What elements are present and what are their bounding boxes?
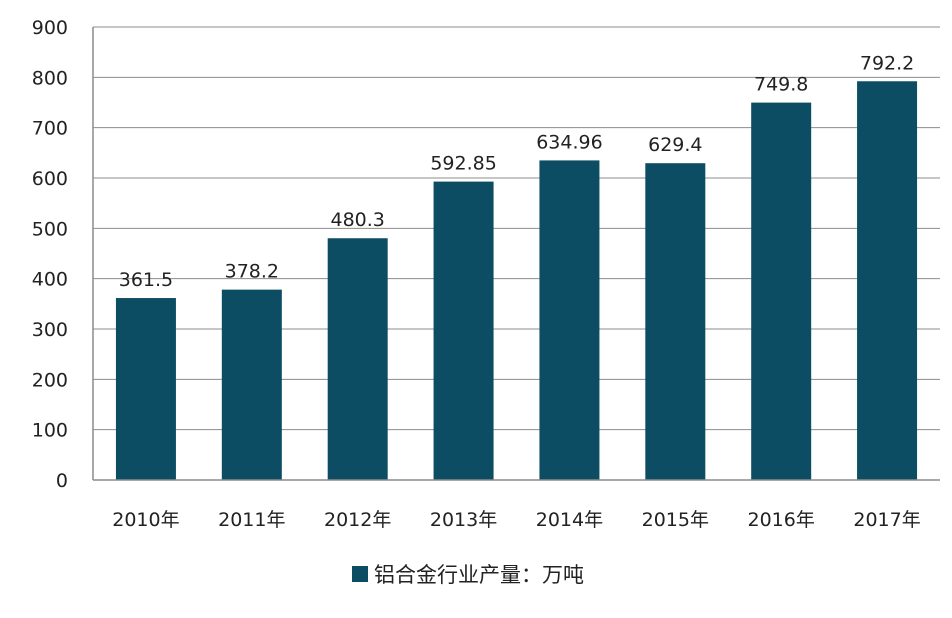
x-axis-categories: 2010年 2011年 2012年 2013年 2014年 2015年 2016年 2017年 <box>112 509 920 531</box>
gridlines <box>93 26 940 431</box>
x-tick-label: 2016年 <box>748 509 815 531</box>
data-labels: 361.5 378.2 480.3 592.85 634.96 629.4 749.8 792… <box>119 52 915 291</box>
bar-2013年 <box>433 181 494 481</box>
y-tick-label: 900 <box>32 17 68 39</box>
y-tick-label: 200 <box>32 369 68 391</box>
data-label: 749.8 <box>754 74 808 96</box>
bar-2011年 <box>221 289 282 480</box>
y-tick-label: 0 <box>56 470 68 492</box>
legend-label: 铝合金行业产量：万吨 <box>374 563 584 587</box>
bar-2017年 <box>857 81 918 480</box>
bar-2012年 <box>327 238 388 480</box>
bar-2016年 <box>751 102 812 480</box>
x-tick-label: 2015年 <box>642 509 709 531</box>
bars <box>115 81 918 481</box>
y-tick-label: 300 <box>32 319 68 341</box>
x-tick-label: 2011年 <box>218 509 285 531</box>
legend: 铝合金行业产量：万吨 <box>352 563 584 587</box>
bar-2014年 <box>539 160 600 480</box>
data-label: 361.5 <box>119 269 173 291</box>
data-label: 629.4 <box>648 134 702 156</box>
data-label: 592.85 <box>430 153 496 175</box>
data-label: 378.2 <box>225 261 279 283</box>
y-tick-label: 400 <box>32 269 68 291</box>
y-axis-ticks: 0 100 200 300 400 500 600 700 800 900 <box>32 17 68 492</box>
bar-2010年 <box>115 298 176 480</box>
y-tick-label: 800 <box>32 67 68 89</box>
x-tick-label: 2012年 <box>324 509 391 531</box>
legend-swatch <box>352 566 368 582</box>
y-tick-label: 500 <box>32 218 68 240</box>
x-tick-label: 2014年 <box>536 509 603 531</box>
x-tick-label: 2017年 <box>853 509 920 531</box>
y-tick-label: 700 <box>32 118 68 140</box>
data-label: 792.2 <box>860 52 914 74</box>
data-label: 634.96 <box>536 131 602 153</box>
y-tick-label: 600 <box>32 168 68 190</box>
x-tick-label: 2013年 <box>430 509 497 531</box>
data-label: 480.3 <box>330 209 384 231</box>
y-tick-label: 100 <box>32 420 68 442</box>
x-tick-label: 2010年 <box>112 509 179 531</box>
bar-2015年 <box>645 163 706 480</box>
